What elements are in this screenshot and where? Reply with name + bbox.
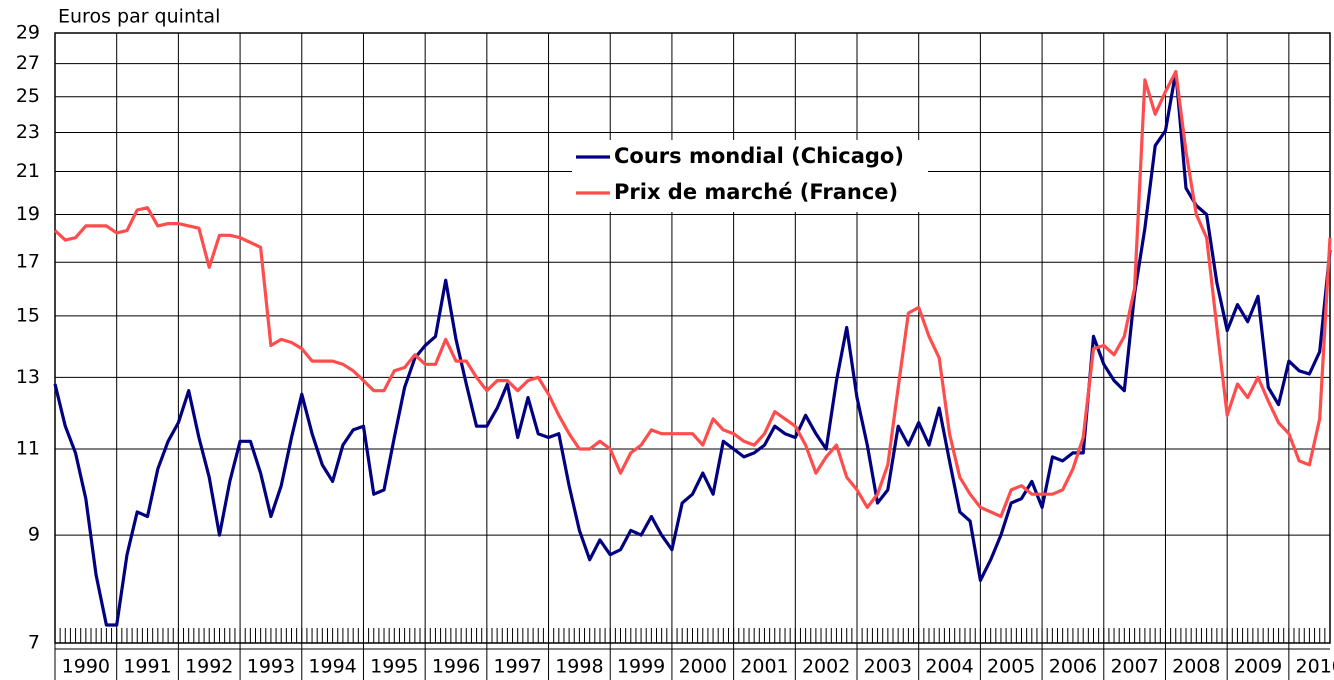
y-tick-label: 17 [16,251,40,273]
y-tick-label: 19 [16,203,40,225]
x-tick-label: 1995 [370,656,418,678]
series-line [53,70,1332,519]
x-tick-label: 2002 [802,656,850,678]
y-tick-label: 13 [16,366,40,388]
y-tick-label: 11 [16,438,40,460]
x-tick-label: 2000 [679,656,727,678]
x-tick-label: 1994 [308,656,356,678]
y-tick-label: 9 [28,524,40,546]
y-tick-label: 23 [16,121,40,143]
y-tick-label: 25 [16,85,40,107]
y-tick-label: 27 [16,52,40,74]
x-tick-label: 1991 [123,656,171,678]
legend-label: Cours mondial (Chicago) [614,144,904,168]
x-tick-label: 1990 [62,656,110,678]
y-axis-label: Euros par quintal [58,6,220,28]
legend-box [572,140,928,212]
x-tick-label: 2007 [1110,656,1158,678]
y-tick-label: 29 [16,22,40,44]
x-tick-label: 2004 [925,656,973,678]
x-tick-label: 2001 [740,656,788,678]
legend: Cours mondial (Chicago) Prix de marché (F… [572,140,928,212]
legend-label: Prix de marché (France) [614,180,898,204]
minor-ticks [54,628,1331,643]
x-tick-label: 2003 [864,656,912,678]
y-tick-label: 21 [16,160,40,182]
y-tick-label: 15 [16,304,40,326]
x-tick-label: 1993 [247,656,295,678]
x-tick-label: 1997 [494,656,542,678]
x-tick-label: 2006 [1049,656,1097,678]
x-tick-label: 2008 [1172,656,1220,678]
plot-frame [54,32,1331,644]
x-tick-label: 2010 [1296,656,1334,678]
series-line [53,70,1332,627]
x-tick-label: 1992 [185,656,233,678]
x-tick-label: 2005 [987,656,1035,678]
x-tick-label: 1998 [555,656,603,678]
y-tick-label: 7 [28,632,40,654]
x-tick-label: 1999 [617,656,665,678]
x-tick-label: 2009 [1234,656,1282,678]
x-tick-label: 1996 [432,656,480,678]
